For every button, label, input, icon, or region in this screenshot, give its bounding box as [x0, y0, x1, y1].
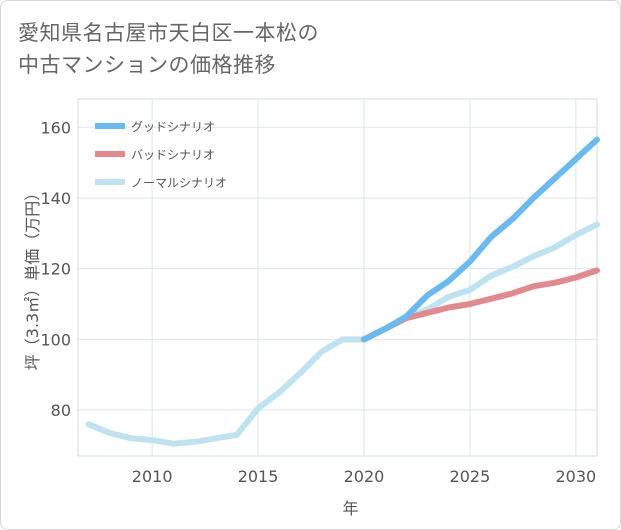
series-line	[361, 136, 600, 343]
legend-label: ノーマルシナリオ	[131, 176, 227, 190]
x-tick-label: 2010	[132, 467, 173, 486]
series-line	[85, 221, 600, 447]
legend-label: グッドシナリオ	[131, 120, 215, 134]
y-tick-label: 80	[51, 401, 71, 420]
x-tick-label: 2030	[555, 467, 596, 486]
y-tick-label: 120	[40, 260, 71, 279]
y-tick-label: 100	[40, 330, 71, 349]
chart-title-line-2: 中古マンションの価格推移	[18, 53, 276, 77]
chart-title: 愛知県名古屋市天白区一本松の 中古マンションの価格推移	[18, 17, 319, 81]
y-tick-label: 160	[40, 118, 71, 137]
chart-title-line-1: 愛知県名古屋市天白区一本松の	[18, 21, 319, 45]
x-tick-label: 2025	[450, 467, 491, 486]
legend-label: バッドシナリオ	[131, 148, 215, 162]
y-tick-label: 140	[40, 189, 71, 208]
plot-area	[77, 98, 598, 457]
x-tick-label: 2015	[238, 467, 279, 486]
x-tick-label: 2020	[344, 467, 385, 486]
x-axis-label: 年	[342, 499, 358, 518]
y-axis-label: 坪（3.3㎡）単価（万円）	[23, 185, 42, 370]
